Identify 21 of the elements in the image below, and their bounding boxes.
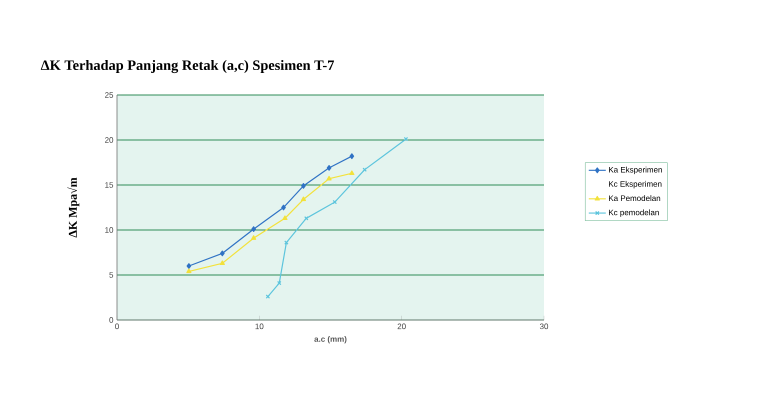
point — [326, 176, 332, 180]
point — [251, 235, 256, 240]
point — [220, 260, 225, 266]
point — [349, 170, 354, 176]
y-axis-title: ΔK Mpa√m — [67, 178, 80, 238]
point — [350, 153, 354, 160]
point — [301, 183, 306, 189]
point — [186, 263, 192, 269]
point — [277, 280, 282, 286]
point — [186, 268, 192, 274]
chart-title: ΔK Terhadap Panjang Retak (a,c) Spesimen T-7 — [40, 60, 334, 74]
point — [281, 204, 286, 210]
point — [220, 250, 225, 256]
point — [300, 196, 306, 202]
point — [304, 216, 309, 221]
point — [332, 200, 337, 204]
point — [326, 165, 332, 171]
point — [362, 167, 367, 172]
point — [251, 226, 256, 232]
point — [284, 240, 289, 245]
point — [282, 215, 288, 220]
